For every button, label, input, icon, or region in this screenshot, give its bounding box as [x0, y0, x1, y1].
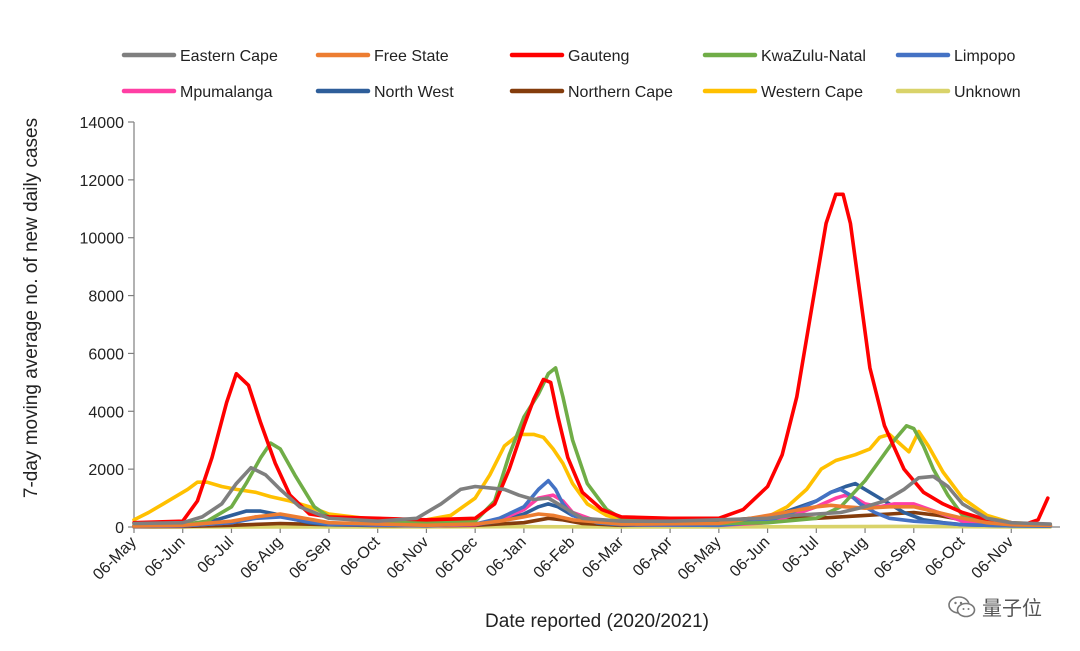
legend-label: Unknown: [954, 84, 1021, 101]
series-line-free-state: [132, 503, 1053, 528]
legend-label: North West: [374, 84, 454, 101]
x-tick-label: 06-Sep: [871, 534, 920, 583]
x-tick-label: 06-Jul: [194, 534, 237, 577]
watermark: 量子位: [948, 592, 1042, 621]
legend-label: Western Cape: [761, 84, 863, 101]
x-tick-label: 06-Sep: [286, 534, 335, 583]
x-tick-label: 06-Jul: [779, 534, 822, 577]
chart-legend: Eastern Cape Free State Gauteng KwaZulu-Nat…: [121, 48, 1021, 101]
y-tick-label: 0: [115, 520, 124, 537]
legend-label: Eastern Cape: [180, 48, 278, 65]
x-tick-label: 06-Jan: [483, 534, 530, 581]
x-tick-label: 06-May: [90, 534, 140, 584]
x-tick-label: 06-Jun: [727, 534, 774, 581]
y-axis-title: 7-day moving average no. of new daily ca…: [21, 118, 42, 498]
wechat-icon: [948, 595, 976, 618]
series-line-kwazulu-natal: [132, 366, 1053, 528]
legend-label: Northern Cape: [568, 84, 673, 101]
legend-label: Free State: [374, 48, 449, 65]
x-tick-label: 06-Oct: [922, 533, 968, 579]
x-tick-label: 06-Feb: [531, 534, 579, 582]
x-tick-label: 06-Nov: [384, 534, 432, 582]
x-tick-label: 06-Mar: [579, 533, 627, 581]
watermark-text: 量子位: [982, 596, 1042, 620]
legend-label: Limpopo: [954, 48, 1015, 65]
x-axis-title: Date reported (2020/2021): [485, 611, 709, 632]
x-tick-label: 06-Dec: [432, 534, 480, 582]
y-tick-label: 2000: [88, 462, 124, 479]
x-tick-label: 06-Aug: [822, 534, 871, 583]
y-tick-label: 10000: [80, 231, 125, 248]
x-tick-label: 06-Apr: [630, 533, 676, 579]
series-line-eastern-cape: [132, 465, 1053, 526]
x-tick-label: 06-Nov: [969, 534, 1017, 582]
x-tick-label: 06-Aug: [238, 534, 287, 583]
x-ticks: 06-May 06-Jun 06-Jul 06-Aug 06-Sep 06-Oct 06-N…: [90, 527, 1017, 584]
x-tick-label: 06-Jun: [142, 534, 189, 581]
series-layer: [132, 192, 1053, 529]
series-line-unknown: [132, 524, 1053, 529]
legend-label: KwaZulu-Natal: [761, 48, 866, 65]
x-tick-label: 06-Oct: [338, 533, 384, 579]
series-line-western-cape: [132, 429, 1053, 527]
y-ticks: 0 2000 4000 6000 8000 10000 12000 14000: [80, 115, 134, 537]
legend-label: Mpumalanga: [180, 84, 273, 101]
y-tick-label: 6000: [88, 346, 124, 363]
legend-label: Gauteng: [568, 48, 629, 65]
x-tick-label: 06-May: [675, 534, 725, 584]
y-tick-label: 4000: [88, 404, 124, 421]
series-line-gauteng: [132, 192, 1050, 526]
y-tick-label: 8000: [88, 289, 124, 306]
y-tick-label: 14000: [80, 115, 125, 132]
y-tick-label: 12000: [80, 173, 125, 190]
